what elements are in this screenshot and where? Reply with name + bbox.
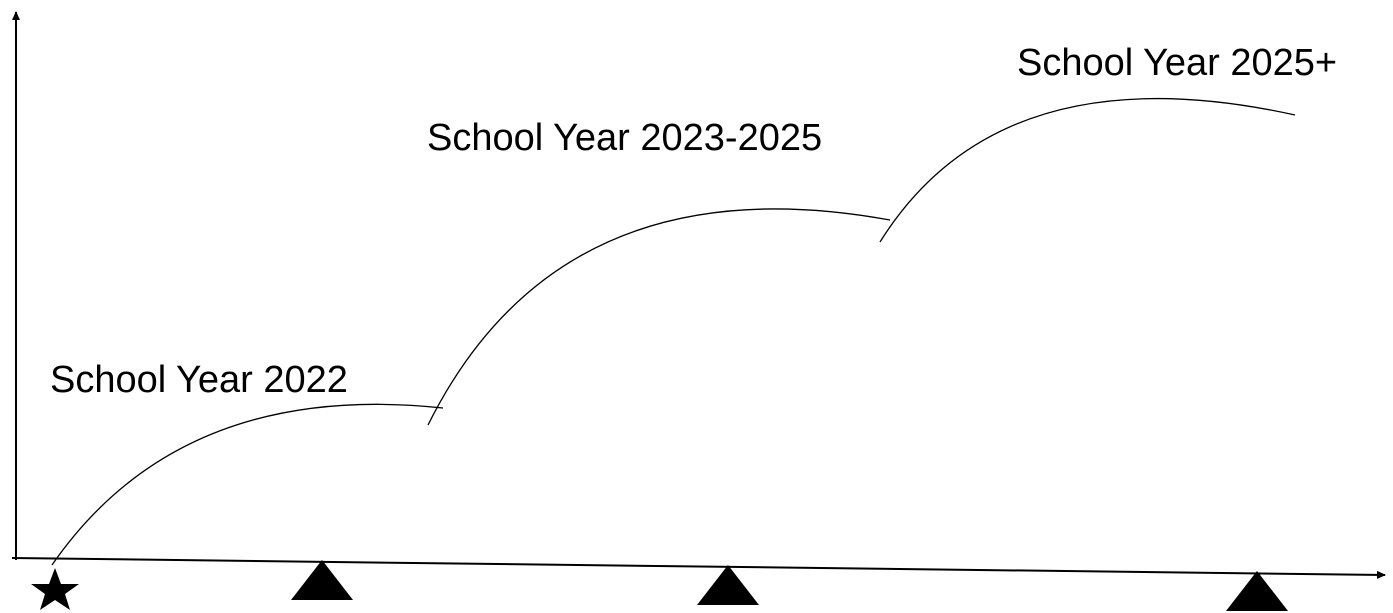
milestone-marker: [291, 560, 353, 600]
arc: [51, 403, 444, 566]
phase-label: School Year 2023-2025: [427, 117, 822, 159]
star-marker: [31, 568, 79, 610]
phase-label: School Year 2022: [50, 359, 348, 401]
x-axis: [11, 557, 1386, 579]
milestone-marker: [1226, 571, 1288, 611]
milestone-marker: [697, 565, 759, 605]
phase-label: School Year 2025+: [1017, 42, 1337, 84]
arc: [879, 97, 1296, 243]
arc: [427, 208, 891, 426]
